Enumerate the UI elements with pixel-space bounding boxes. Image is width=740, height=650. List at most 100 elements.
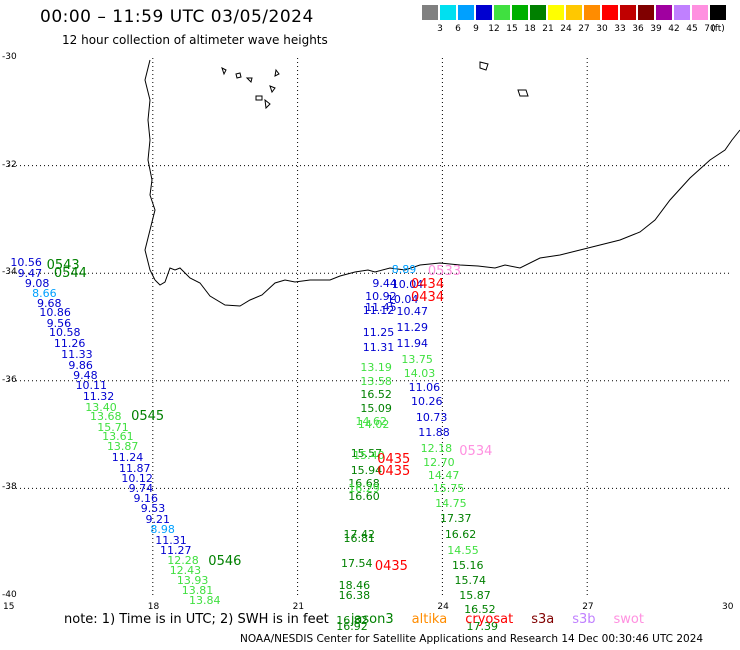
legend-label: 70 bbox=[704, 24, 716, 34]
legend-label: 6 bbox=[455, 24, 461, 34]
wave-height-value: 18.46 bbox=[338, 579, 371, 593]
wave-height-value: 10.86 bbox=[39, 306, 71, 320]
wave-height-value: 17.42 bbox=[343, 528, 375, 542]
satellite-legend: jason3 altika cryosat s3a s3b swot bbox=[337, 612, 648, 627]
wave-height-value: 11.31 bbox=[155, 533, 187, 547]
wave-height-value: 12.70 bbox=[423, 455, 455, 469]
wave-height-value: 16.81 bbox=[343, 532, 375, 546]
map-title: 00:00 – 11:59 UTC 03/05/2024 bbox=[40, 7, 314, 27]
legend-label: 15 bbox=[506, 24, 518, 34]
islands bbox=[221, 61, 529, 110]
wave-height-value: 10.12 bbox=[121, 472, 153, 486]
legend-swatch bbox=[620, 5, 636, 20]
legend-swatch bbox=[656, 5, 672, 20]
wave-height-value: 13.61 bbox=[102, 430, 134, 444]
wave-height-value: 10.04 bbox=[386, 293, 419, 307]
pass-time-label: 0546 bbox=[208, 554, 242, 570]
wave-height-value: 13.87 bbox=[106, 440, 139, 454]
wave-height-value: 13.58 bbox=[360, 374, 392, 388]
credit-line: NOAA/NESDIS Center for Satellite Applica… bbox=[240, 633, 704, 645]
wave-height-value: 11.25 bbox=[362, 326, 395, 340]
wave-height-value: 11.26 bbox=[53, 337, 86, 351]
wave-height-value: 14.02 bbox=[357, 417, 390, 431]
wave-height-value: 16.52 bbox=[360, 388, 392, 402]
wave-height-value: 17.39 bbox=[466, 619, 499, 633]
wave-height-value: 10.11 bbox=[75, 379, 108, 393]
wave-height-value: 15.87 bbox=[459, 588, 491, 602]
pass-time-label: 0545 bbox=[131, 408, 165, 424]
wave-height-value: 14.75 bbox=[435, 497, 467, 511]
wave-height-value: 10.47 bbox=[396, 304, 429, 318]
legend-swatch bbox=[638, 5, 654, 20]
wave-height-value: 11.88 bbox=[418, 425, 450, 439]
legend-swatch bbox=[458, 5, 474, 20]
lat-tick-label: -34 bbox=[2, 267, 17, 278]
satellite-name-swot: swot bbox=[613, 612, 644, 627]
legend-swatch bbox=[476, 5, 492, 20]
legend-label: 30 bbox=[596, 24, 608, 34]
lon-tick-label: 24 bbox=[437, 602, 449, 612]
wave-height-value: 9.21 bbox=[145, 512, 171, 526]
legend-label: 21 bbox=[542, 24, 554, 34]
wave-height-value: 9.56 bbox=[46, 316, 72, 330]
legend-swatch bbox=[710, 5, 726, 20]
pass-time-label: 0543 bbox=[46, 258, 80, 274]
pass-time-label: 0434 bbox=[411, 276, 445, 292]
wave-height-value: 15.74 bbox=[454, 573, 486, 587]
legend-swatch bbox=[566, 5, 582, 20]
wave-height-value: 10.73 bbox=[415, 410, 448, 424]
wave-height-value: 11.87 bbox=[119, 461, 151, 475]
wave-height-value: 17.37 bbox=[439, 511, 472, 525]
wave-height-value: 9.53 bbox=[140, 502, 166, 516]
lat-tick-label: -40 bbox=[2, 590, 17, 600]
wave-height-value: 10.58 bbox=[49, 326, 81, 340]
wave-height-value: 14.62 bbox=[355, 415, 388, 429]
wave-height-value: 12.28 bbox=[167, 553, 199, 567]
wave-height-value: 10.56 bbox=[10, 256, 42, 270]
wave-height-value: 14.03 bbox=[403, 366, 436, 380]
wave-height-value: 14.47 bbox=[427, 468, 460, 482]
wave-height-value: 9.68 bbox=[36, 296, 62, 310]
wave-height-value: 13.40 bbox=[85, 400, 117, 414]
lat-tick-label: -36 bbox=[2, 374, 17, 385]
pass-time-label: 0435 bbox=[374, 559, 408, 575]
wave-height-value: 11.06 bbox=[408, 381, 441, 395]
wave-height-value: 10.26 bbox=[411, 395, 443, 409]
pass-time-label: 0435 bbox=[377, 451, 411, 467]
legend-swatch bbox=[494, 5, 510, 20]
legend-label: 45 bbox=[686, 24, 698, 34]
graticule bbox=[8, 58, 732, 596]
pass-time-label: 0544 bbox=[53, 266, 87, 282]
wave-height-value: 16.38 bbox=[338, 588, 371, 602]
legend-swatch bbox=[548, 5, 564, 20]
wave-height-value: 14.55 bbox=[447, 544, 479, 558]
wave-height-value: 11.45 bbox=[365, 301, 397, 315]
wave-height-value: 8.98 bbox=[150, 522, 175, 536]
wave-height-value: 9.08 bbox=[24, 276, 50, 290]
wave-height-value: 15.16 bbox=[452, 558, 484, 572]
legend-label: 12 bbox=[488, 24, 500, 34]
legend-label: 9 bbox=[473, 24, 479, 34]
legend-swatch bbox=[530, 5, 546, 20]
legend-swatch bbox=[440, 5, 456, 20]
wave-height-value: 11.32 bbox=[82, 389, 115, 403]
legend-label: 33 bbox=[614, 24, 626, 34]
wave-height-value: 13.75 bbox=[401, 353, 433, 367]
satellite-name-s3b: s3b bbox=[572, 612, 596, 627]
legend-label: 36 bbox=[632, 24, 644, 34]
wave-height-value: 16.60 bbox=[348, 490, 380, 504]
wave-height-value: 13.84 bbox=[189, 594, 221, 608]
wave-height-value: 8.89 bbox=[391, 263, 417, 277]
wave-height-value: 10.04 bbox=[391, 277, 424, 291]
wave-height-value: 9.44 bbox=[372, 276, 397, 290]
lat-tick-label: -30 bbox=[2, 52, 17, 62]
wave-height-value: 15.09 bbox=[360, 401, 392, 415]
wave-height-value: 12.43 bbox=[169, 564, 202, 578]
wave-height-value: 11.12 bbox=[362, 303, 395, 317]
legend-swatch bbox=[584, 5, 600, 20]
wave-height-value: 16.82 bbox=[336, 614, 368, 628]
satellite-name-jason3: jason3 bbox=[350, 612, 394, 627]
legend-label: 39 bbox=[650, 24, 662, 34]
wave-height-value: 9.16 bbox=[133, 492, 158, 506]
